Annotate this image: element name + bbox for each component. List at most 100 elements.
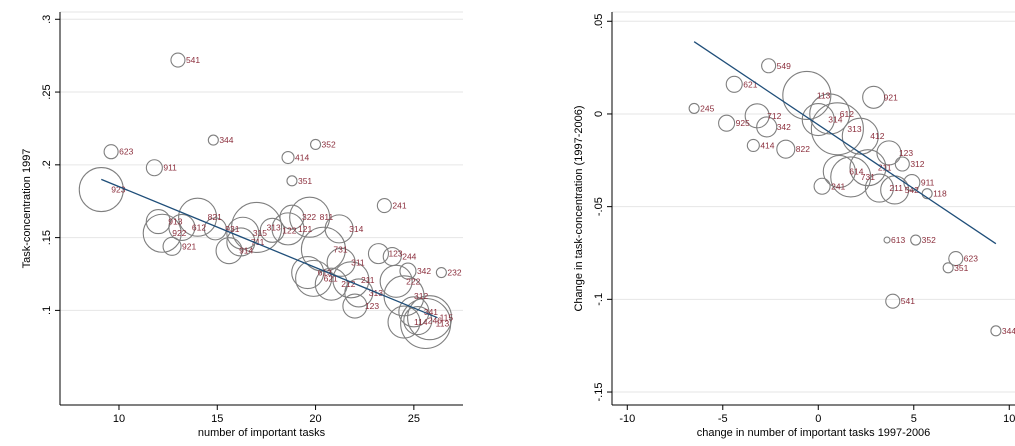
data-point-label: 613 — [318, 268, 332, 278]
data-point-bubble — [801, 102, 835, 137]
x-tick-label: 10 — [113, 413, 125, 425]
data-point-label: 621 — [743, 79, 757, 89]
data-point-label: 341 — [424, 307, 438, 317]
data-point-label: 542 — [905, 185, 919, 195]
data-point-label: 313 — [267, 222, 281, 232]
data-point-label: 811 — [320, 212, 334, 222]
data-point-bubble — [382, 246, 402, 267]
data-point-label: 414 — [295, 153, 309, 163]
data-point-bubble — [324, 214, 354, 244]
data-point-bubble — [295, 259, 333, 297]
x-axis-title: change in number of important tasks 1997… — [697, 427, 931, 439]
data-point-label: 245 — [700, 103, 714, 113]
data-point-bubble — [145, 159, 163, 177]
y-axis-title: Task-concentration 1997 — [21, 149, 33, 269]
data-point-bubble — [407, 295, 453, 341]
data-point-label: 623 — [119, 147, 133, 157]
data-point-bubble — [782, 70, 832, 120]
data-point-label: 351 — [298, 176, 312, 186]
data-point-bubble — [718, 114, 736, 132]
data-point-label: 123 — [388, 249, 402, 259]
data-point-bubble — [326, 247, 356, 277]
right-scatter-panel: -.15 -.1 -.05 0 .05 -10 -5 0 5 10 change in number… — [573, 11, 1015, 439]
data-point-label: 712 — [767, 111, 781, 121]
data-point-label: 122 — [282, 225, 296, 235]
data-point-label: 311 — [351, 257, 365, 267]
data-point-label: 241 — [831, 181, 845, 191]
data-point-label: 315 — [253, 228, 267, 238]
data-point-label: 118 — [933, 189, 947, 199]
data-point-label: 314 — [349, 224, 363, 234]
y-tick-label: .05 — [593, 14, 605, 29]
data-point-label: 312 — [910, 159, 924, 169]
data-point-label: 113 — [817, 90, 831, 100]
data-point-label: 312 — [414, 291, 428, 301]
x-tick-label: -10 — [619, 413, 635, 425]
data-point-bubble — [379, 264, 413, 298]
data-point-bubble — [435, 266, 447, 279]
data-point-label: 922 — [172, 228, 186, 238]
data-point-label: 232 — [447, 268, 461, 278]
x-axis-title: number of important tasks — [198, 427, 326, 439]
data-point-label: 314 — [828, 115, 842, 125]
data-point-bubble — [864, 173, 894, 203]
data-point-label: 613 — [891, 235, 905, 245]
data-point-bubble — [387, 305, 421, 339]
data-point-label: 211 — [361, 275, 375, 285]
data-point-label: 351 — [954, 263, 968, 273]
data-point-label: 911 — [163, 163, 177, 173]
data-point-bubble — [291, 255, 325, 290]
data-point-label: 246 — [428, 316, 442, 326]
data-point-bubble — [725, 75, 743, 93]
data-point-label: 921 — [182, 241, 196, 251]
data-point-label: 623 — [964, 254, 978, 264]
data-point-label: 344 — [219, 135, 233, 145]
data-point-bubble — [231, 201, 283, 253]
data-point-label: 913 — [168, 217, 182, 227]
data-point-bubble — [142, 213, 182, 253]
data-point-bubble — [259, 217, 285, 243]
data-point-bubble — [226, 216, 260, 250]
data-point-label: 822 — [796, 144, 810, 154]
data-point-bubble — [746, 138, 760, 153]
x-tick-label: -5 — [718, 413, 728, 425]
data-point-bubble — [286, 175, 298, 187]
data-point-label: 313 — [847, 124, 861, 134]
data-point-label: 322 — [302, 212, 316, 222]
x-tick-label: 20 — [309, 413, 321, 425]
data-point-label: 731 — [333, 244, 347, 254]
data-point-bubble — [281, 151, 295, 165]
data-point-bubble — [809, 93, 851, 135]
x-tick-label: 15 — [211, 413, 223, 425]
data-point-bubble — [289, 196, 331, 238]
data-point-bubble — [403, 306, 433, 336]
data-point-label: 123 — [899, 148, 913, 158]
y-tick-label: -.15 — [593, 383, 605, 402]
data-point-bubble — [894, 156, 910, 172]
data-point-label: 212 — [341, 279, 355, 289]
data-point-bubble — [883, 236, 891, 244]
data-point-label: 412 — [870, 131, 884, 141]
data-point-bubble — [279, 204, 305, 230]
data-point-label: 342 — [777, 122, 791, 132]
fitted-line — [101, 178, 438, 319]
y-tick-label: .25 — [41, 84, 53, 99]
data-point-bubble — [813, 177, 831, 195]
y-tick-label: 0 — [593, 111, 605, 117]
data-point-label: 612 — [192, 222, 206, 232]
data-point-label: 113 — [436, 318, 450, 328]
data-point-label: 344 — [1002, 326, 1015, 336]
data-point-bubble — [876, 140, 902, 166]
data-point-label: 612 — [840, 109, 854, 119]
data-point-label: 541 — [901, 296, 915, 306]
data-point-bubble — [271, 212, 305, 246]
data-point-bubble — [145, 209, 171, 235]
data-point-label: 731 — [861, 172, 875, 182]
data-point-label: 911 — [921, 178, 935, 188]
data-point-label: 115 — [440, 313, 454, 323]
data-point-bubble — [178, 197, 218, 237]
data-point-bubble — [170, 52, 186, 68]
data-point-bubble — [776, 139, 796, 159]
data-point-bubble — [756, 116, 778, 138]
